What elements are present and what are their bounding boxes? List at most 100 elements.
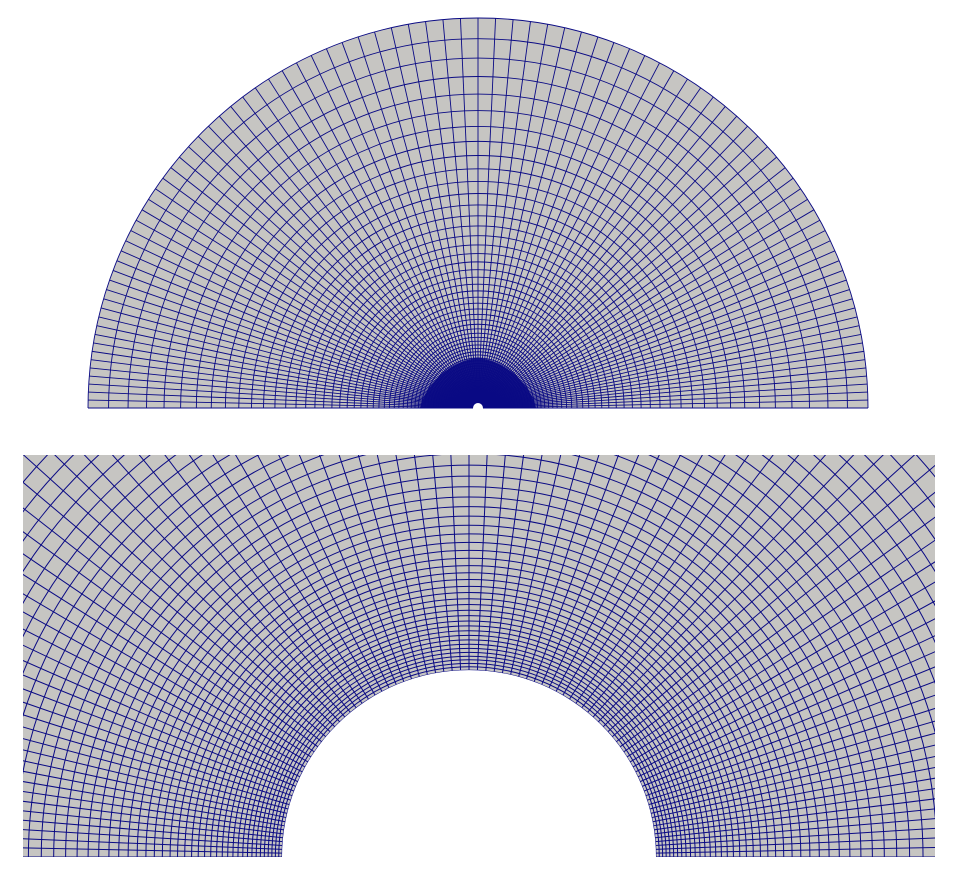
mesh-spoke [648,720,935,806]
mesh-spoke [481,156,777,406]
mesh-spoke [135,219,474,406]
mesh-spoke [425,21,478,404]
mesh-spoke [83,455,341,723]
mesh-spoke [626,561,935,758]
mesh-ring [23,455,935,735]
mesh-spoke [655,837,935,850]
mesh-spoke [89,375,474,409]
mesh-spoke [482,333,862,408]
mesh-spoke [653,777,935,827]
mesh-spoke [592,455,827,718]
mesh-spoke [23,660,299,783]
mesh-spoke [623,539,935,753]
mesh-spoke [109,279,474,407]
mesh-spoke [413,455,445,672]
mesh-spoke [482,209,815,406]
mesh-spoke [155,188,475,406]
mesh-spoke [23,593,309,763]
mesh-spoke [482,230,826,407]
mesh-ring [27,455,911,857]
mesh-spoke [432,455,453,671]
full-domain-spokes [88,18,868,409]
mesh-spoke [482,240,831,407]
mesh-spoke [93,342,474,408]
mesh-spoke [651,755,935,819]
mesh-spoke [597,455,855,723]
mesh-spoke [23,749,288,814]
mesh-spoke [482,298,853,408]
mesh-spoke [395,455,437,674]
mesh-spoke [478,27,566,404]
mesh-spoke [96,325,474,408]
mesh-spoke [481,198,808,406]
mesh-spoke [482,279,847,407]
mesh-spoke [647,707,935,801]
mesh-spoke [148,198,475,406]
mesh-spoke [357,455,420,677]
mesh-spoke [479,55,646,404]
mesh-spoke [643,680,935,792]
mesh-spoke [256,455,383,692]
full-domain-mesh-panel [0,17,958,449]
mesh-spoke [23,573,312,758]
mesh-spoke [482,260,840,407]
mesh-spoke [493,455,525,672]
mesh-spoke [637,635,935,778]
mesh-spoke [654,798,935,835]
mesh-spoke [482,350,864,408]
mesh-spoke [481,125,748,405]
mesh-spoke [482,367,866,408]
mesh-spoke [479,42,615,404]
mesh-spoke [54,455,336,728]
mesh-spoke [281,70,476,404]
mesh-spoke [208,125,475,405]
mesh-spoke [481,167,786,406]
mesh-spoke [562,455,703,696]
mesh-spoke [23,838,283,850]
mesh-spoke [23,781,285,827]
mesh-spoke [649,732,935,810]
mesh-spoke [130,230,474,407]
mesh-spoke [23,674,297,787]
mesh-spoke [296,62,477,404]
mesh-spoke [482,307,856,408]
zoomed-mesh-panel [23,455,935,857]
mesh-spoke [478,31,582,404]
mesh-spoke [478,19,514,404]
mesh-spoke [482,359,866,408]
mesh-spoke [569,455,726,700]
mesh-spoke [23,701,293,797]
mesh-spoke [645,694,935,797]
mesh-spoke [92,350,474,408]
mesh-spoke [218,115,476,405]
mesh-spoke [650,744,935,814]
mesh-spoke [23,531,319,748]
mesh-spoke [235,455,376,696]
mesh-spoke [188,455,363,704]
mesh-spoke [310,55,477,404]
zoom-spokes [23,455,935,857]
mesh-spoke [170,167,475,406]
zoom-rings [23,455,935,857]
mesh-spoke [629,581,935,763]
mesh-spoke [318,455,405,682]
mesh-spoke [164,455,357,709]
mesh-spoke [390,27,478,404]
mesh-spoke [23,847,283,854]
mesh-spoke [442,19,478,404]
mesh-spoke [23,553,315,753]
mesh-spoke [357,36,477,404]
mesh-spoke [485,455,506,671]
mesh-spoke [254,87,476,405]
mesh-spoke [23,829,283,847]
mesh-spoke [641,666,935,787]
mesh-spoke [90,367,474,408]
mesh-spoke [482,289,850,407]
mesh-spoke [652,766,935,823]
mesh-spoke [23,738,289,810]
mesh-spoke [407,24,478,404]
mesh-spoke [88,391,474,409]
mesh-spoke [607,455,916,733]
mesh-spoke [298,455,397,685]
